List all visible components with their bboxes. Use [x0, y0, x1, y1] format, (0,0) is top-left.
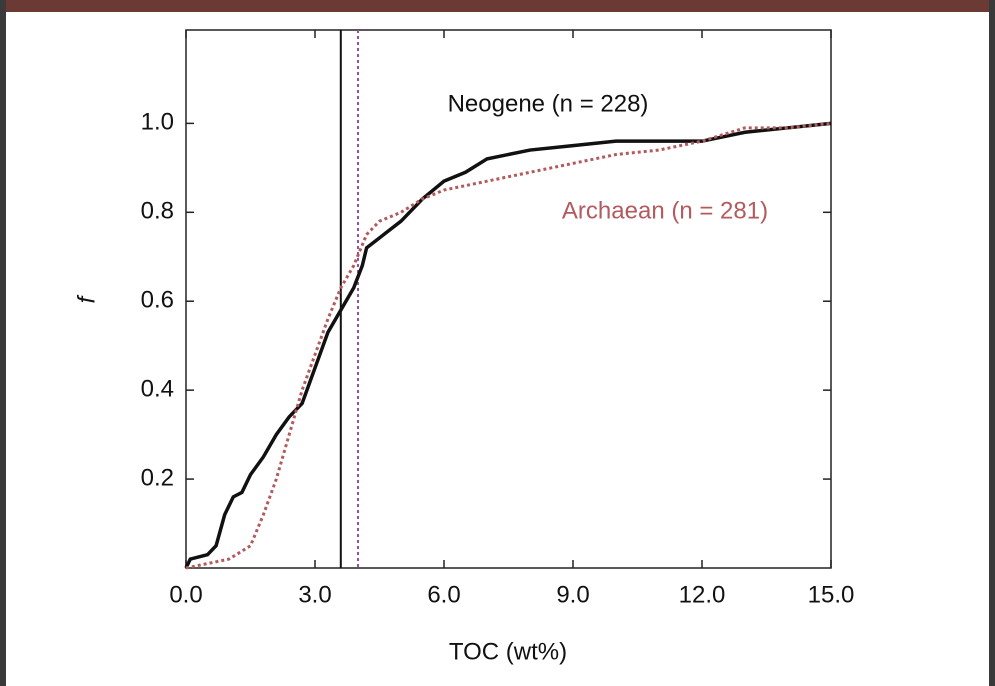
series-label: Neogene (n = 228) [448, 90, 649, 117]
y-tick-label: 0.4 [141, 375, 174, 402]
right-border [989, 0, 995, 686]
x-tick-label: 0.0 [169, 581, 202, 608]
y-tick-label: 0.2 [141, 464, 174, 491]
x-tick-label: 9.0 [556, 581, 589, 608]
x-tick-label: 12.0 [679, 581, 726, 608]
y-tick-label: 0.8 [141, 198, 174, 225]
y-tick-label: 0.6 [141, 287, 174, 314]
y-axis-label: f [73, 294, 100, 303]
x-tick-label: 3.0 [298, 581, 331, 608]
left-border [0, 0, 6, 686]
x-tick-label: 6.0 [427, 581, 460, 608]
series-line [185, 121, 832, 570]
x-tick-label: 15.0 [808, 581, 855, 608]
plot-frame [185, 29, 832, 569]
top-banner [0, 0, 995, 12]
y-tick-label: 1.0 [141, 109, 174, 136]
series-line [184, 121, 832, 569]
series-label: Archaean (n = 281) [562, 197, 768, 224]
x-axis-label: TOC (wt%) [449, 638, 567, 665]
